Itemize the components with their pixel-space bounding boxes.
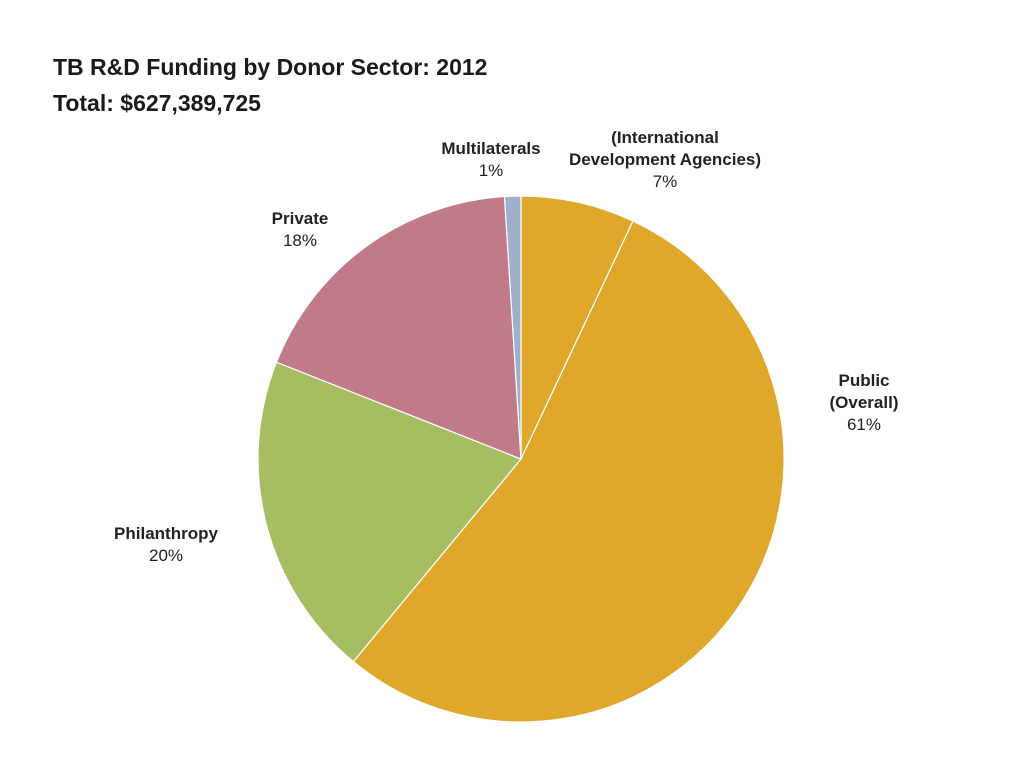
label-philanthropy: Philanthropy 20% xyxy=(114,523,218,567)
label-public-overall: Public (Overall) 61% xyxy=(830,370,899,436)
slice-name-line: Public xyxy=(838,371,890,390)
slice-name-line: Multilaterals xyxy=(441,139,541,158)
label-private: Private 18% xyxy=(272,208,329,252)
slice-percent: 61% xyxy=(846,415,882,434)
pie-slice-ida xyxy=(520,195,634,460)
chart-title: TB R&D Funding by Donor Sector: 2012 xyxy=(53,54,488,80)
slice-name-line: Development Agencies) xyxy=(568,150,762,169)
pie-slice-private xyxy=(275,195,522,460)
pie-slice-multilaterals xyxy=(503,195,522,460)
slice-percent: 7% xyxy=(652,172,678,191)
slice-name-line: (International xyxy=(611,128,719,147)
pie-slice-public xyxy=(352,220,785,723)
pie-slice-philanthropy xyxy=(257,361,522,663)
label-international-development-agencies: (International Development Agencies) 7% xyxy=(569,127,761,193)
chart-subtitle: Total: $627,389,725 xyxy=(53,90,261,116)
label-multilaterals: Multilaterals 1% xyxy=(441,138,540,182)
slice-percent: 18% xyxy=(282,231,318,250)
slice-percent: 1% xyxy=(478,161,504,180)
slice-percent: 20% xyxy=(148,546,184,565)
slice-name-line: Private xyxy=(271,209,329,228)
slice-name-line: (Overall) xyxy=(829,393,899,412)
slice-name-line: Philanthropy xyxy=(114,524,218,543)
